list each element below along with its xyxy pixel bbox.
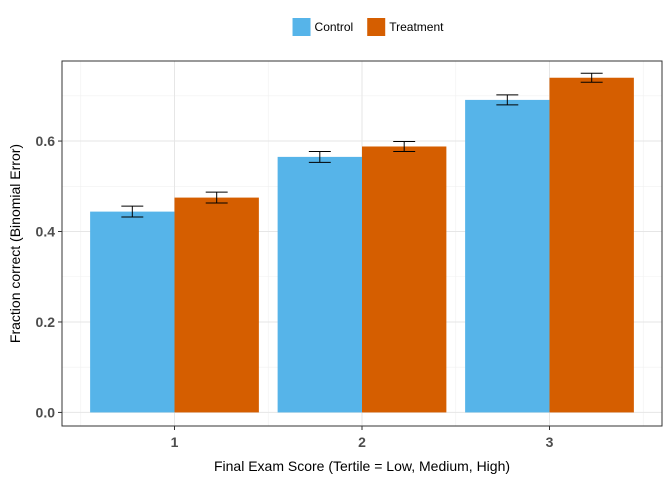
plot-panel — [61, 60, 663, 427]
error-bar-treatment-2 — [393, 141, 416, 152]
bar-treatment-3 — [549, 77, 634, 413]
legend-item-treatment: Treatment — [367, 18, 444, 36]
error-bar-control-3 — [496, 94, 519, 106]
bar-control-3 — [465, 99, 550, 413]
error-bar-treatment-3 — [580, 72, 603, 83]
bar-treatment-2 — [362, 146, 447, 413]
legend: Control Treatment — [292, 18, 444, 36]
error-bar-control-1 — [121, 205, 144, 218]
y-tick-label: 0.4 — [36, 224, 56, 240]
bar-treatment-1 — [174, 197, 259, 413]
error-bars — [121, 72, 603, 218]
bar-control-2 — [277, 156, 362, 413]
legend-key-control — [292, 18, 311, 36]
legend-label-control: Control — [315, 20, 354, 34]
legend-key-treatment — [367, 18, 386, 36]
bars — [90, 77, 634, 413]
error-bar-control-2 — [308, 150, 331, 163]
legend-label-treatment: Treatment — [389, 20, 444, 34]
bar-control-1 — [90, 211, 175, 413]
x-tick-label-3: 3 — [546, 434, 554, 450]
y-tick-label: 0.6 — [36, 133, 56, 149]
y-axis-title: Fraction correct (Binomial Error) — [7, 144, 23, 343]
y-tick-label: 0.0 — [36, 404, 56, 420]
x-tick-label-2: 2 — [358, 434, 366, 450]
x-tick-label-1: 1 — [171, 434, 179, 450]
error-bar-treatment-1 — [205, 191, 228, 204]
legend-item-control: Control — [292, 18, 354, 36]
x-axis-title: Final Exam Score (Tertile = Low, Medium,… — [214, 458, 510, 474]
x-axis: 1 2 3 — [171, 426, 554, 450]
y-tick-label: 0.2 — [36, 314, 56, 330]
y-axis: 0.0 0.2 0.4 0.6 — [36, 133, 62, 420]
